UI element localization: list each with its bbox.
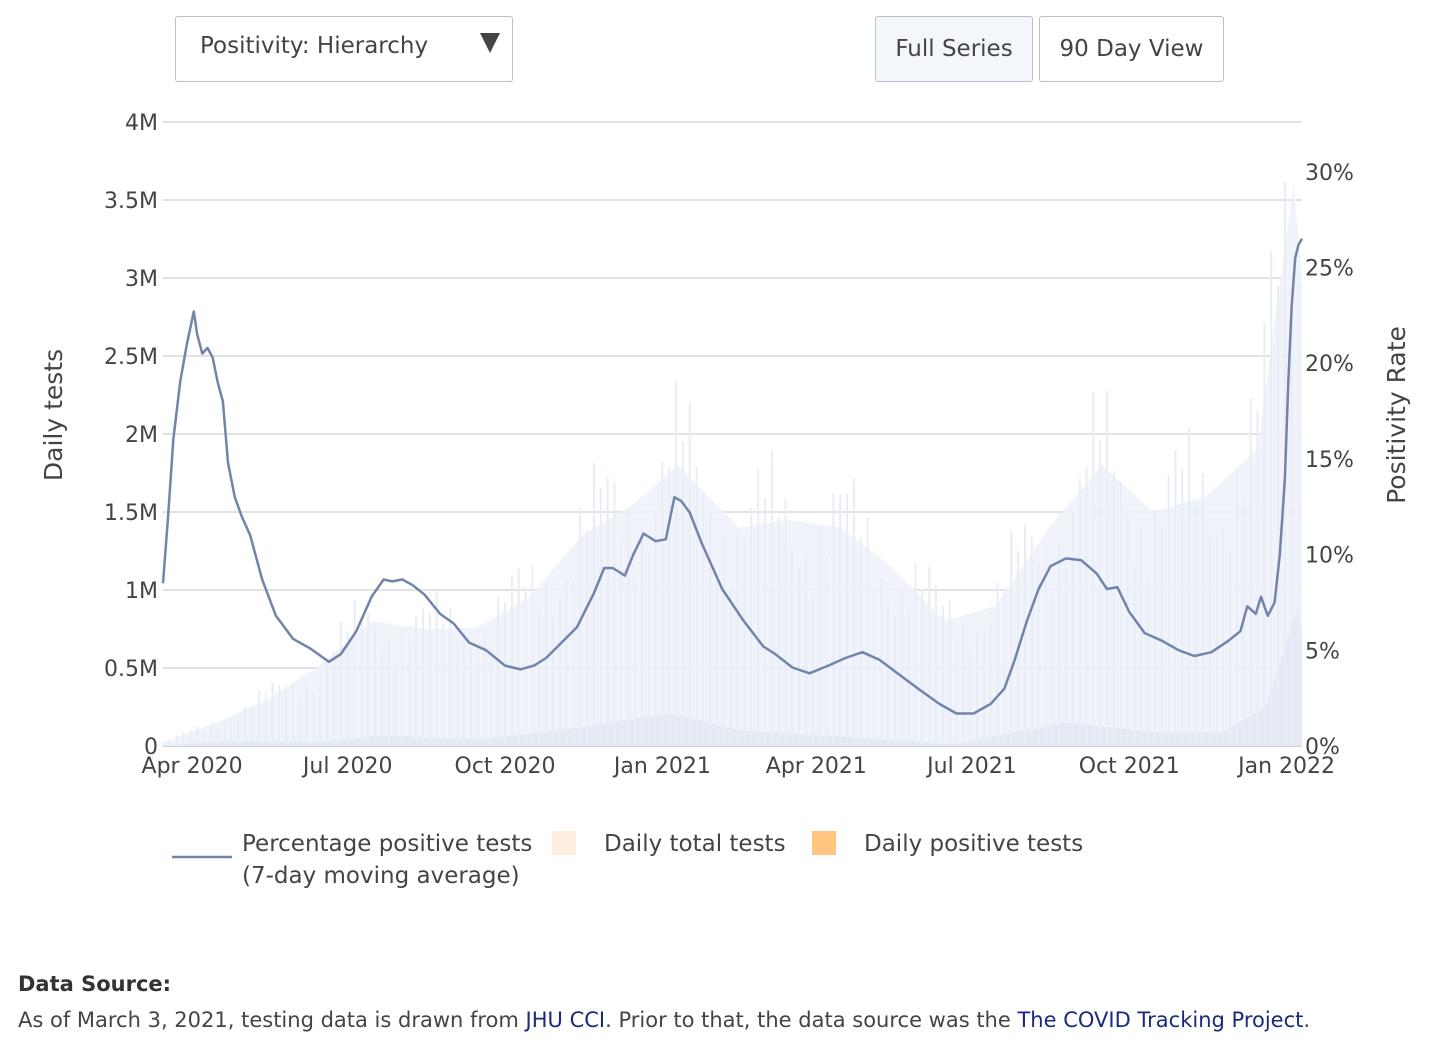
y-tick-label: 3M [125,267,158,292]
covid-tracking-project-link[interactable]: The COVID Tracking Project [1017,1008,1304,1032]
x-tick-label: Jan 2021 [612,754,711,779]
y2-tick-label: 25% [1305,256,1354,281]
left-axis-ticks: 0 0.5M 1M 1.5M 2M 2.5M 3M 3.5M 4M [104,111,158,760]
daily-test-bars [162,181,1300,746]
legend-positive-tests: Daily positive tests [864,831,1083,857]
legend-positivity-line1: Percentage positive tests [242,831,532,857]
full-series-button[interactable]: Full Series [875,16,1033,82]
y2-tick-label: 0% [1305,735,1340,760]
y2-tick-label: 15% [1305,448,1354,473]
y-axis-title: Daily tests [39,349,68,481]
source-text: As of March 3, 2021, testing data is dra… [18,1008,1311,1032]
positivity-dropdown[interactable]: Positivity: Hierarchy [175,16,513,82]
legend-positive-swatch [812,831,836,855]
y-tick-label: 0.5M [104,657,158,682]
y2-tick-label: 5% [1305,639,1340,664]
dropdown-value: Positivity: Hierarchy [200,33,429,59]
positive-tests-area [163,605,1302,746]
y-tick-label: 3.5M [104,189,158,214]
positivity-line [161,238,1304,715]
source-title: Data Source: [18,972,172,996]
y-tick-label: 4M [125,111,158,136]
right-axis-ticks: 0% 5% 10% 15% 20% 25% 30% [1305,161,1354,760]
y2-tick-label: 30% [1305,161,1354,186]
x-tick-label: Oct 2021 [1079,754,1180,779]
legend-total-swatch [552,831,576,855]
x-tick-label: Oct 2020 [455,754,556,779]
x-tick-label: Jul 2021 [925,754,1017,779]
y-tick-label: 2.5M [104,345,158,370]
90-day-view-button[interactable]: 90 Day View [1039,16,1224,82]
positivity-chart: 0 0.5M 1M 1.5M 2M 2.5M 3M 3.5M 4M 0% 5% 10% 15% 20% 2… [39,111,1411,889]
caret-down-icon [480,33,500,53]
x-tick-label: Apr 2020 [142,754,243,779]
y2-axis-title: Positivity Rate [1382,326,1411,504]
x-tick-label: Jul 2020 [301,754,393,779]
y2-tick-label: 10% [1305,544,1354,569]
legend: Percentage positive tests (7-day moving … [172,831,1083,889]
legend-positivity-line2: (7-day moving average) [242,863,520,889]
x-axis-ticks: Apr 2020 Jul 2020 Oct 2020 Jan 2021 Apr 2021… [142,754,1336,779]
jhu-cci-link[interactable]: JHU CCI [525,1008,606,1032]
y-tick-label: 0 [144,735,158,760]
y-tick-label: 2M [125,423,158,448]
x-tick-label: Apr 2021 [766,754,867,779]
y2-tick-label: 20% [1305,352,1354,377]
x-tick-label: Jan 2022 [1236,754,1335,779]
y-tick-label: 1.5M [104,501,158,526]
legend-total-tests: Daily total tests [604,831,786,857]
line-layer [161,238,1304,715]
data-source: Data Source: As of March 3, 2021, testin… [18,972,1438,1032]
y-tick-label: 1M [125,579,158,604]
